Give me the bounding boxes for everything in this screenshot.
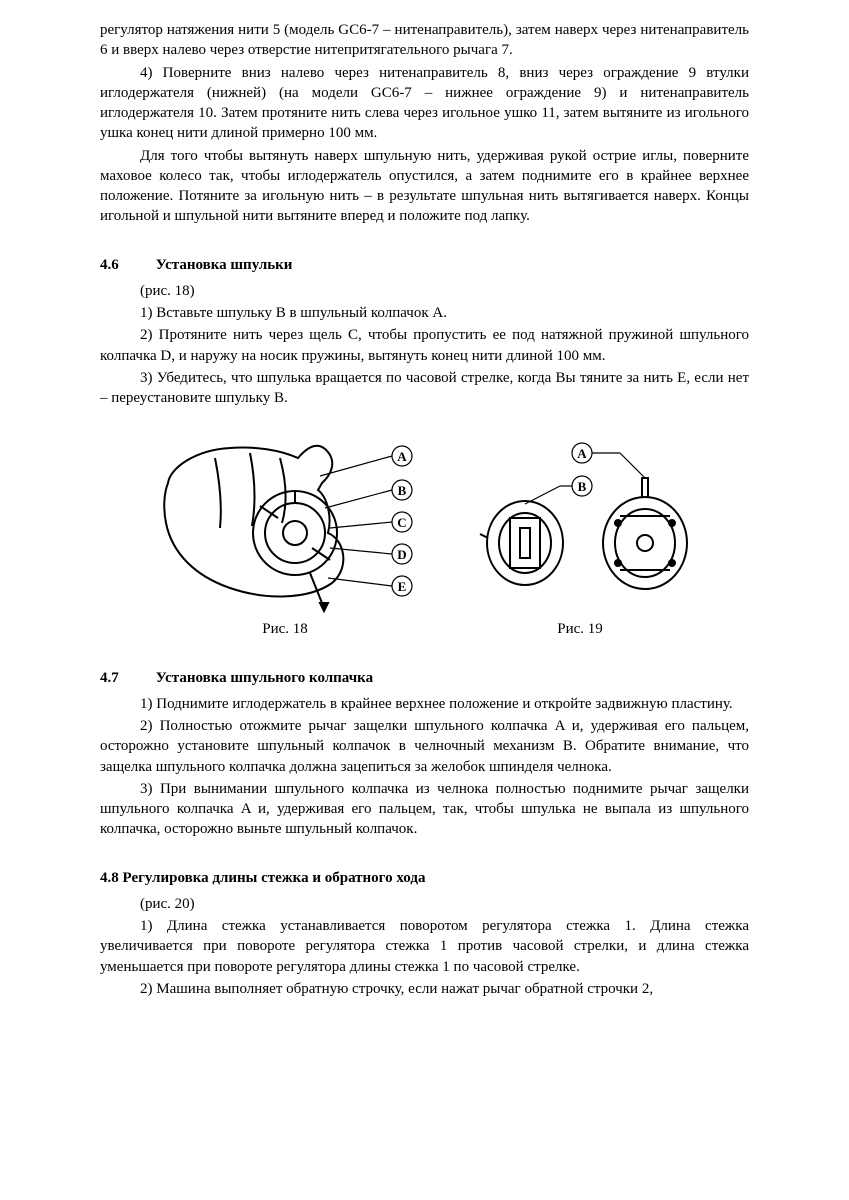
- s47-p2: 2) Полностью отожмите рычаг защелки шпул…: [100, 716, 749, 777]
- fig18-label-b: B: [398, 483, 407, 498]
- s48-p2: 2) Машина выполняет обратную строчку, ес…: [100, 979, 749, 999]
- intro-para-2: 4) Поверните вниз налево через нитенапра…: [100, 63, 749, 144]
- s46-p3: 3) Убедитесь, что шпулька вращается по ч…: [100, 368, 749, 409]
- s48-ref: (рис. 20): [100, 894, 749, 914]
- figure-19-caption: Рис. 19: [450, 619, 710, 639]
- s46-p1: 1) Вставьте шпульку B в шпульный колпачо…: [100, 303, 749, 323]
- s46-ref: (рис. 18): [100, 281, 749, 301]
- fig19-label-a: A: [577, 446, 587, 461]
- fig18-label-c: C: [397, 515, 406, 530]
- s46-p2: 2) Протяните нить через щель C, чтобы пр…: [100, 325, 749, 366]
- fig19-label-b: B: [578, 479, 587, 494]
- section-4-7-number: 4.7: [100, 668, 152, 688]
- section-4-6-number: 4.6: [100, 255, 152, 275]
- section-4-6-title: Установка шпульки: [156, 257, 293, 273]
- section-4-7-title: Установка шпульного колпачка: [156, 670, 373, 686]
- s47-p1: 1) Поднимите иглодержатель в крайнее вер…: [100, 694, 749, 714]
- fig18-label-a: A: [397, 449, 407, 464]
- figure-18-19-svg: A B C D E: [160, 428, 720, 613]
- fig18-label-e: E: [398, 579, 407, 594]
- intro-para-1: регулятор натяжения нити 5 (модель GC6-7…: [100, 20, 749, 61]
- section-4-6-heading: 4.6 Установка шпульки: [100, 255, 749, 275]
- section-4-7-heading: 4.7 Установка шпульного колпачка: [100, 668, 749, 688]
- fig18-label-d: D: [397, 547, 406, 562]
- s47-p3: 3) При вынимании шпульного колпачка из ч…: [100, 779, 749, 840]
- intro-para-3: Для того чтобы вытянуть наверх шпульную …: [100, 146, 749, 227]
- figure-18-19-block: A B C D E: [160, 428, 749, 639]
- section-4-8-heading: 4.8 Регулировка длины стежка и обратного…: [100, 868, 749, 888]
- figure-18-caption: Рис. 18: [160, 619, 410, 639]
- s48-p1: 1) Длина стежка устанавливается поворото…: [100, 916, 749, 977]
